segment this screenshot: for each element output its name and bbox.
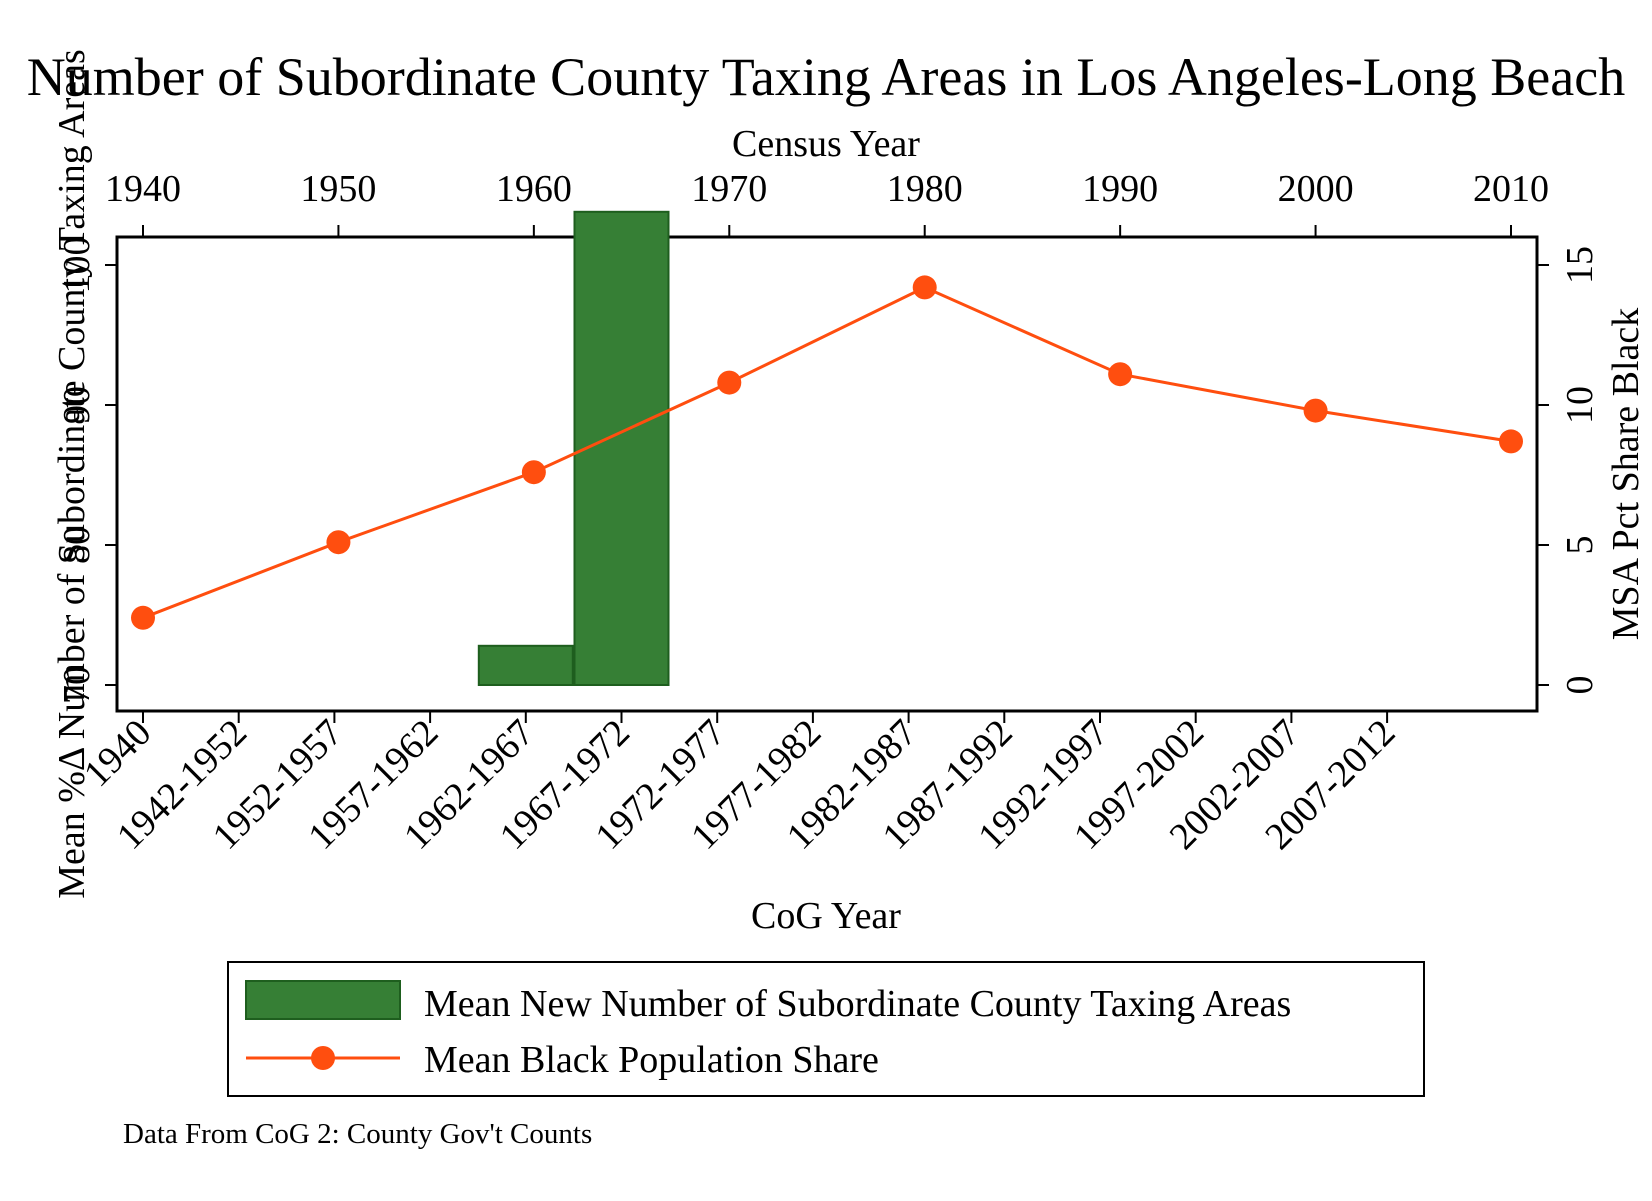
- legend-line-label: Mean Black Population Share: [424, 1039, 879, 1081]
- legend-line-marker: [311, 1046, 335, 1070]
- bottom-axis-ticks: 19401942-19521952-19571957-19621962-1967…: [76, 711, 1403, 858]
- line-series: [131, 275, 1523, 630]
- line-point: [521, 460, 546, 485]
- legend-box: [227, 961, 1425, 1097]
- top-tick-label: 1950: [300, 168, 376, 210]
- line-point: [131, 605, 155, 630]
- legend-bar-label: Mean New Number of Subordinate County Ta…: [424, 983, 1291, 1025]
- left-tick-label: 70: [56, 666, 98, 704]
- left-tick-label: 90: [56, 386, 98, 424]
- top-tick-label: 1960: [496, 168, 572, 210]
- top-tick-label: 2010: [1473, 168, 1549, 210]
- top-tick-label: 1970: [691, 168, 767, 210]
- right-tick-label: 10: [1559, 386, 1601, 424]
- left-axis-ticks: 70 80 90 100: [56, 237, 117, 704]
- line-point: [1303, 398, 1328, 423]
- left-tick-label: 100: [56, 237, 98, 294]
- line-point: [912, 275, 937, 300]
- right-tick-label: 15: [1559, 246, 1601, 284]
- bar: [573, 210, 670, 687]
- left-axis-label: Mean %Δ Number of Subordinate County Tax…: [51, 49, 93, 899]
- left-tick-label: 80: [56, 526, 98, 564]
- right-tick-label: 0: [1559, 676, 1601, 695]
- plot-frame: [115, 235, 1539, 713]
- right-tick-label: 5: [1559, 536, 1601, 555]
- top-tick-label: 1990: [1082, 168, 1158, 210]
- line-point: [1499, 429, 1523, 454]
- top-axis-ticks: 1940 1950 1960 1970 1980 1990 2000 2010: [105, 168, 1549, 237]
- top-tick-label: 2000: [1278, 168, 1354, 210]
- top-tick-label: 1980: [887, 168, 963, 210]
- line-point: [326, 530, 351, 555]
- right-axis-label: MSA Pct Share Black: [1605, 308, 1647, 640]
- x-axis-label: CoG Year: [751, 895, 901, 937]
- legend: Mean New Number of Subordinate County Ta…: [227, 961, 1425, 1097]
- series-line: [142, 285, 1512, 620]
- line-point: [717, 370, 742, 395]
- source-note: Data From CoG 2: County Gov't Counts: [123, 1118, 592, 1150]
- line-point: [1108, 362, 1133, 387]
- right-axis-ticks: 0 5 10 15: [1537, 246, 1601, 695]
- top-axis-label: Census Year: [732, 123, 920, 165]
- top-tick-label: 1940: [105, 168, 181, 210]
- legend-bar-swatch: [245, 980, 401, 1020]
- bar: [477, 644, 574, 686]
- bar-series: [477, 210, 670, 687]
- chart-title: Number of Subordinate County Taxing Area…: [27, 47, 1625, 107]
